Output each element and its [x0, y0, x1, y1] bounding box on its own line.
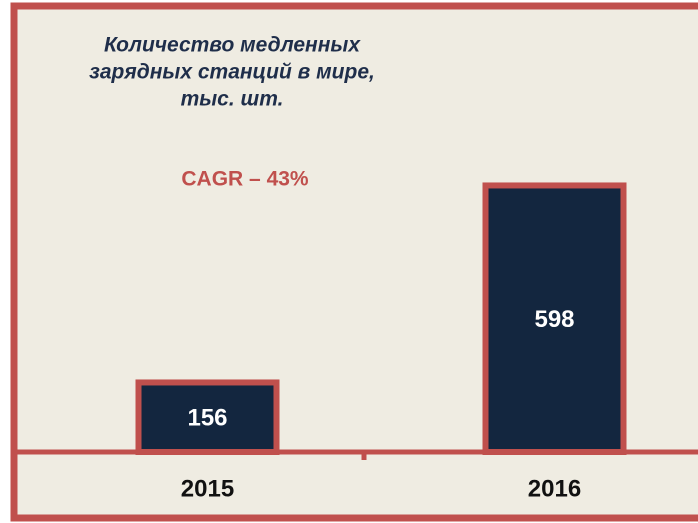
bar — [135, 379, 280, 455]
x-tick-label: 2016 — [528, 475, 581, 502]
chart-title: Количество медленных — [104, 34, 361, 57]
chart-title: тыс. шт. — [181, 88, 284, 111]
x-tick-label: 2015 — [181, 475, 234, 502]
value-label: 156 — [187, 405, 227, 432]
chart-title: зарядных станций в мире, — [89, 61, 375, 84]
value-label: 598 — [534, 306, 574, 333]
annotation: CAGR – 43% — [181, 168, 309, 191]
bar — [482, 182, 627, 455]
